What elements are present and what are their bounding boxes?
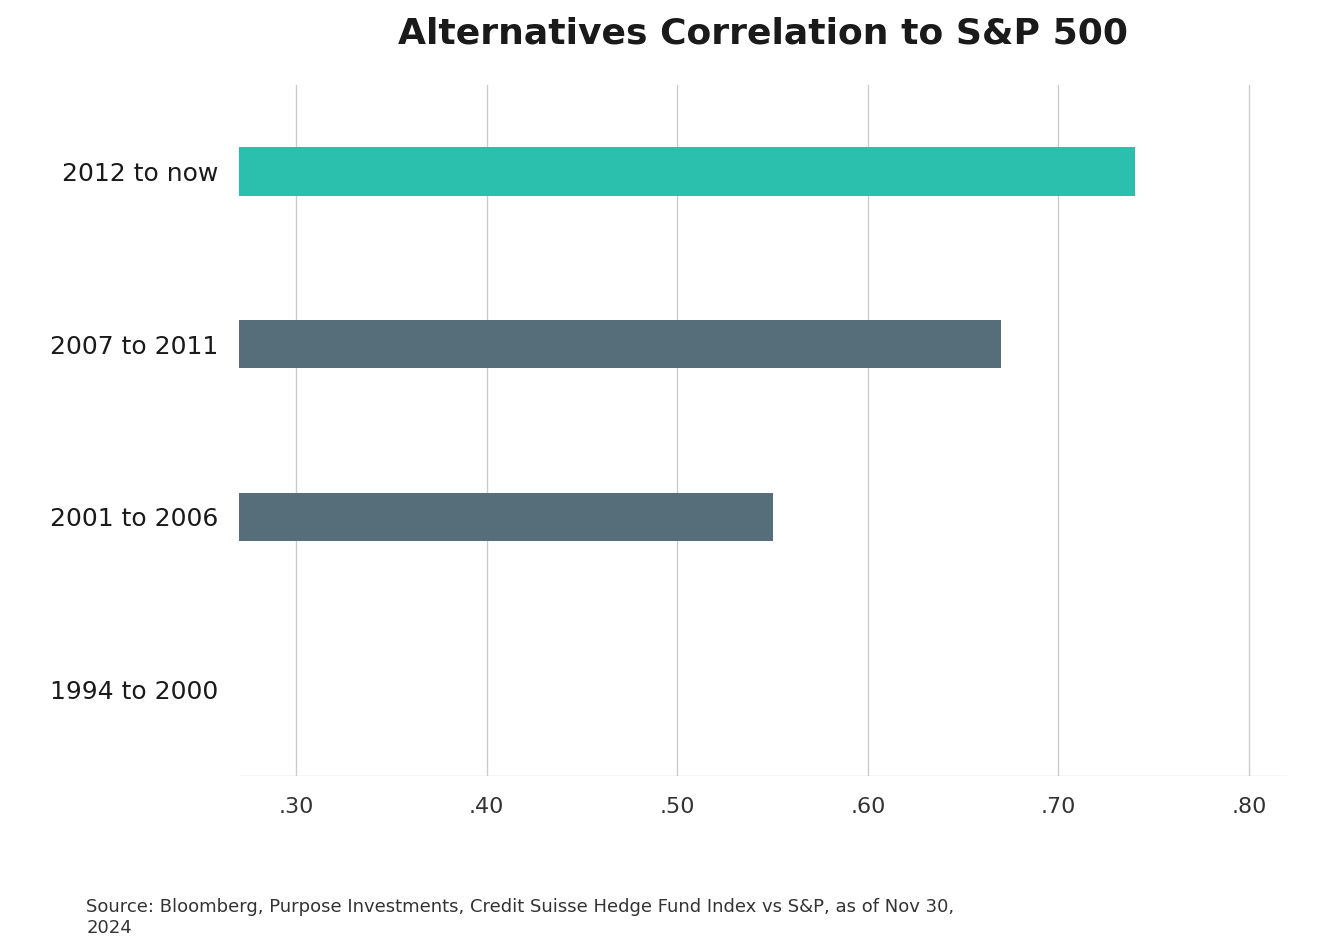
Bar bbox=[0, 148, 1135, 196]
Bar bbox=[0, 493, 772, 541]
Bar bbox=[0, 320, 1002, 368]
Title: Alternatives Correlation to S&P 500: Alternatives Correlation to S&P 500 bbox=[398, 16, 1128, 50]
Text: Source: Bloomberg, Purpose Investments, Credit Suisse Hedge Fund Index vs S&P, a: Source: Bloomberg, Purpose Investments, … bbox=[86, 898, 954, 937]
